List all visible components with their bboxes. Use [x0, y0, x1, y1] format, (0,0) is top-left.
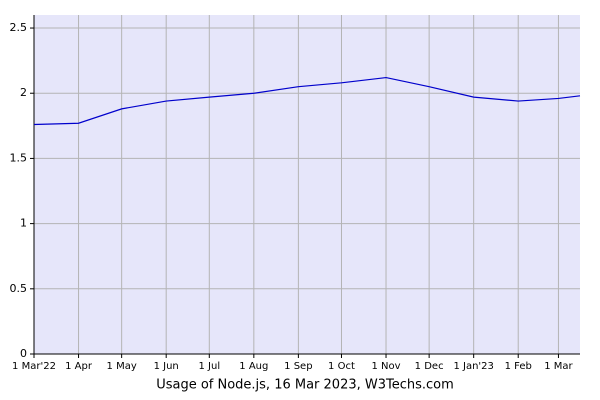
x-tick-label: 1 Jul	[198, 361, 220, 372]
x-tick-label: 1 Mar'22	[12, 361, 56, 372]
x-tick-label: 1 Jan'23	[453, 361, 493, 372]
x-tick-label: 1 Apr	[65, 361, 93, 372]
x-tick-label: 1 Mar	[544, 361, 573, 372]
y-tick-label: 2	[20, 86, 27, 99]
x-tick-label: 1 Dec	[415, 361, 444, 372]
x-tick-label: 1 Nov	[371, 361, 400, 372]
x-tick-label: 1 Aug	[239, 361, 268, 372]
x-tick-label: 1 Jun	[154, 361, 179, 372]
y-tick-label: 1.5	[10, 151, 28, 164]
y-tick-label: 2.5	[10, 21, 28, 34]
y-tick-label: 1	[20, 217, 27, 230]
x-tick-label: 1 Oct	[328, 361, 355, 372]
y-tick-label: 0	[20, 347, 27, 360]
x-tick-label: 1 May	[107, 361, 137, 372]
x-tick-label: 1 Feb	[505, 361, 532, 372]
plot-area	[34, 15, 580, 354]
chart-title: Usage of Node.js, 16 Mar 2023, W3Techs.c…	[156, 378, 454, 393]
y-tick-label: 0.5	[10, 282, 28, 295]
data-line	[33, 76, 581, 126]
x-tick-label: 1 Sep	[284, 361, 312, 372]
